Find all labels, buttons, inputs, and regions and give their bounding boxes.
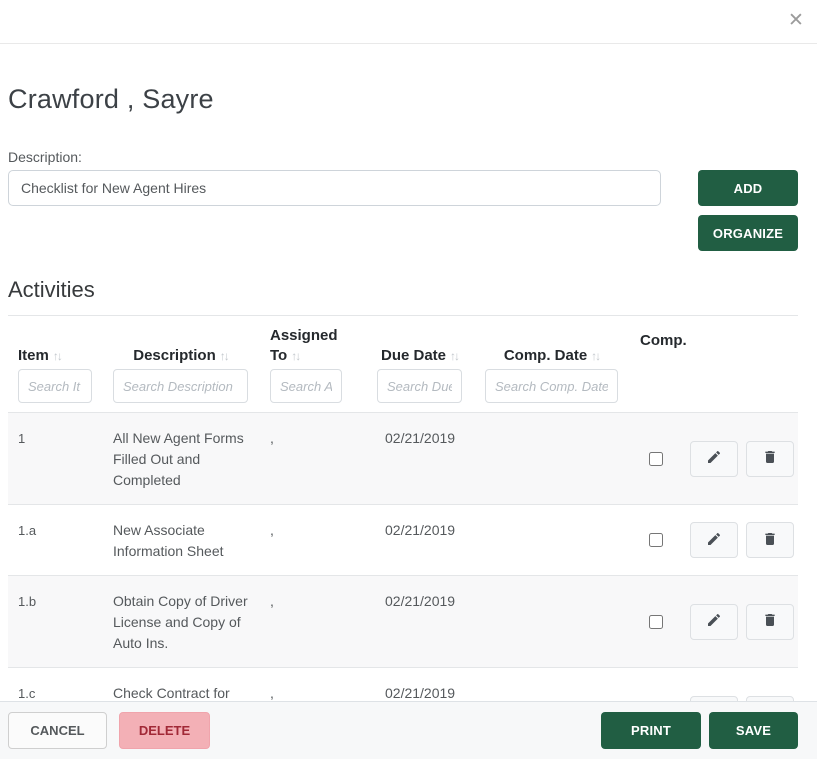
organize-button[interactable]: ORGANIZE — [698, 215, 798, 251]
due-date-cell: 02/21/2019 — [385, 522, 456, 538]
actions-cell — [682, 695, 798, 701]
edit-button[interactable] — [690, 522, 738, 558]
modal-topbar: ✕ — [0, 0, 817, 44]
comp-checkbox[interactable] — [649, 451, 663, 466]
edit-button[interactable] — [690, 440, 738, 477]
delete-button[interactable]: DELETE — [119, 712, 210, 749]
assigned-to-cell: , — [270, 685, 274, 701]
search-due-date-input[interactable] — [377, 369, 462, 403]
sort-icon[interactable]: ↑↓ — [52, 349, 63, 363]
sort-icon[interactable]: ↑↓ — [450, 349, 460, 363]
pencil-icon — [706, 531, 722, 550]
sort-icon[interactable]: ↑↓ — [591, 349, 601, 363]
column-label[interactable]: Item ↑↓ — [18, 347, 63, 364]
comp-checkbox[interactable] — [649, 614, 663, 629]
description-cell: Obtain Copy of Driver License and Copy o… — [113, 593, 248, 651]
modal-body: Crawford , Sayre Description: ADD ORGANI… — [0, 44, 817, 701]
column-header-comp: Comp. — [630, 326, 687, 403]
comp-cell — [630, 451, 682, 466]
column-header-comp-date: Comp. Date ↑↓ — [475, 326, 630, 403]
modal-footer: CANCEL DELETE PRINT SAVE — [0, 701, 817, 759]
comp-date-cell — [475, 681, 630, 683]
description-label: Description: — [8, 149, 82, 165]
actions-cell — [682, 603, 798, 640]
activities-heading: Activities — [8, 277, 95, 302]
footer-left-buttons: CANCEL DELETE — [8, 712, 210, 749]
edit-button[interactable] — [690, 695, 738, 701]
assigned-to-cell: , — [270, 593, 274, 609]
assigned-to-cell: , — [270, 522, 274, 538]
activity-row: 1.c Check Contract for Broker Signature … — [8, 667, 798, 701]
sort-icon[interactable]: ↑↓ — [291, 349, 301, 363]
description-cell: All New Agent Forms Filled Out and Compl… — [113, 430, 244, 488]
delete-row-button[interactable] — [746, 440, 794, 477]
due-date-cell: 02/21/2019 — [385, 430, 456, 446]
cancel-button[interactable]: CANCEL — [8, 712, 107, 749]
trash-icon — [762, 449, 778, 468]
save-button[interactable]: SAVE — [709, 712, 798, 749]
item-cell: 1.a — [18, 523, 37, 538]
item-cell: 1.b — [18, 594, 37, 609]
search-item-input[interactable] — [18, 369, 92, 403]
side-buttons: ADD ORGANIZE — [698, 170, 798, 251]
column-label: Comp. — [640, 332, 687, 349]
column-label[interactable]: Due Date ↑↓ — [380, 347, 460, 364]
delete-row-button[interactable] — [746, 522, 794, 558]
comp-checkbox[interactable] — [649, 533, 663, 547]
pencil-icon — [706, 612, 722, 631]
footer-right-buttons: PRINT SAVE — [601, 712, 798, 749]
comp-cell — [630, 614, 682, 629]
print-button[interactable]: PRINT — [601, 712, 701, 749]
column-label[interactable]: Description ↑↓ — [133, 347, 230, 364]
page-title: Crawford , Sayre — [8, 84, 214, 114]
column-header-item: Item ↑↓ — [8, 326, 103, 403]
delete-row-button[interactable] — [746, 603, 794, 640]
item-cell: 1 — [18, 431, 26, 446]
activity-row: 1 All New Agent Forms Filled Out and Com… — [8, 412, 798, 504]
column-header-actions — [682, 326, 798, 403]
activity-row: 1.a New Associate Information Sheet , 02… — [8, 504, 798, 575]
actions-cell — [682, 440, 798, 477]
edit-button[interactable] — [690, 603, 738, 640]
add-button[interactable]: ADD — [698, 170, 798, 206]
table-header-row: Item↑↓ Description↑↓ Assigned To↑↓ Due D… — [8, 316, 798, 412]
due-date-cell: 02/21/2019 — [385, 593, 456, 609]
trash-icon — [762, 531, 778, 550]
search-description-input[interactable] — [113, 369, 248, 403]
description-cell: New Associate Information Sheet — [113, 522, 224, 559]
comp-date-cell — [475, 426, 630, 428]
column-header-assigned-to: Assigned To ↑↓ — [260, 326, 367, 403]
column-header-description: Description ↑↓ — [103, 326, 260, 403]
column-header-due-date: Due Date ↑↓ — [367, 326, 475, 403]
description-row: ADD ORGANIZE — [8, 170, 798, 251]
sort-icon[interactable]: ↑↓ — [219, 349, 230, 363]
search-assigned-input[interactable] — [270, 369, 342, 403]
column-label[interactable]: Comp. Date ↑↓ — [503, 347, 601, 364]
due-date-cell: 02/21/2019 — [385, 685, 456, 701]
activity-row: 1.b Obtain Copy of Driver License and Co… — [8, 575, 798, 667]
assigned-to-cell: , — [270, 430, 274, 446]
column-label[interactable]: Assigned To ↑↓ — [270, 327, 338, 364]
comp-date-cell — [475, 518, 630, 520]
description-input[interactable] — [8, 170, 661, 206]
activities-divider — [8, 315, 798, 316]
item-cell: 1.c — [18, 686, 36, 701]
actions-cell — [682, 522, 798, 558]
comp-date-cell — [475, 589, 630, 591]
search-comp-date-input[interactable] — [485, 369, 618, 403]
close-icon[interactable]: ✕ — [783, 8, 809, 34]
trash-icon — [762, 612, 778, 631]
delete-row-button[interactable] — [746, 695, 794, 701]
pencil-icon — [706, 449, 722, 468]
description-cell: Check Contract for Broker Signature and … — [113, 685, 230, 701]
comp-cell — [630, 533, 682, 547]
